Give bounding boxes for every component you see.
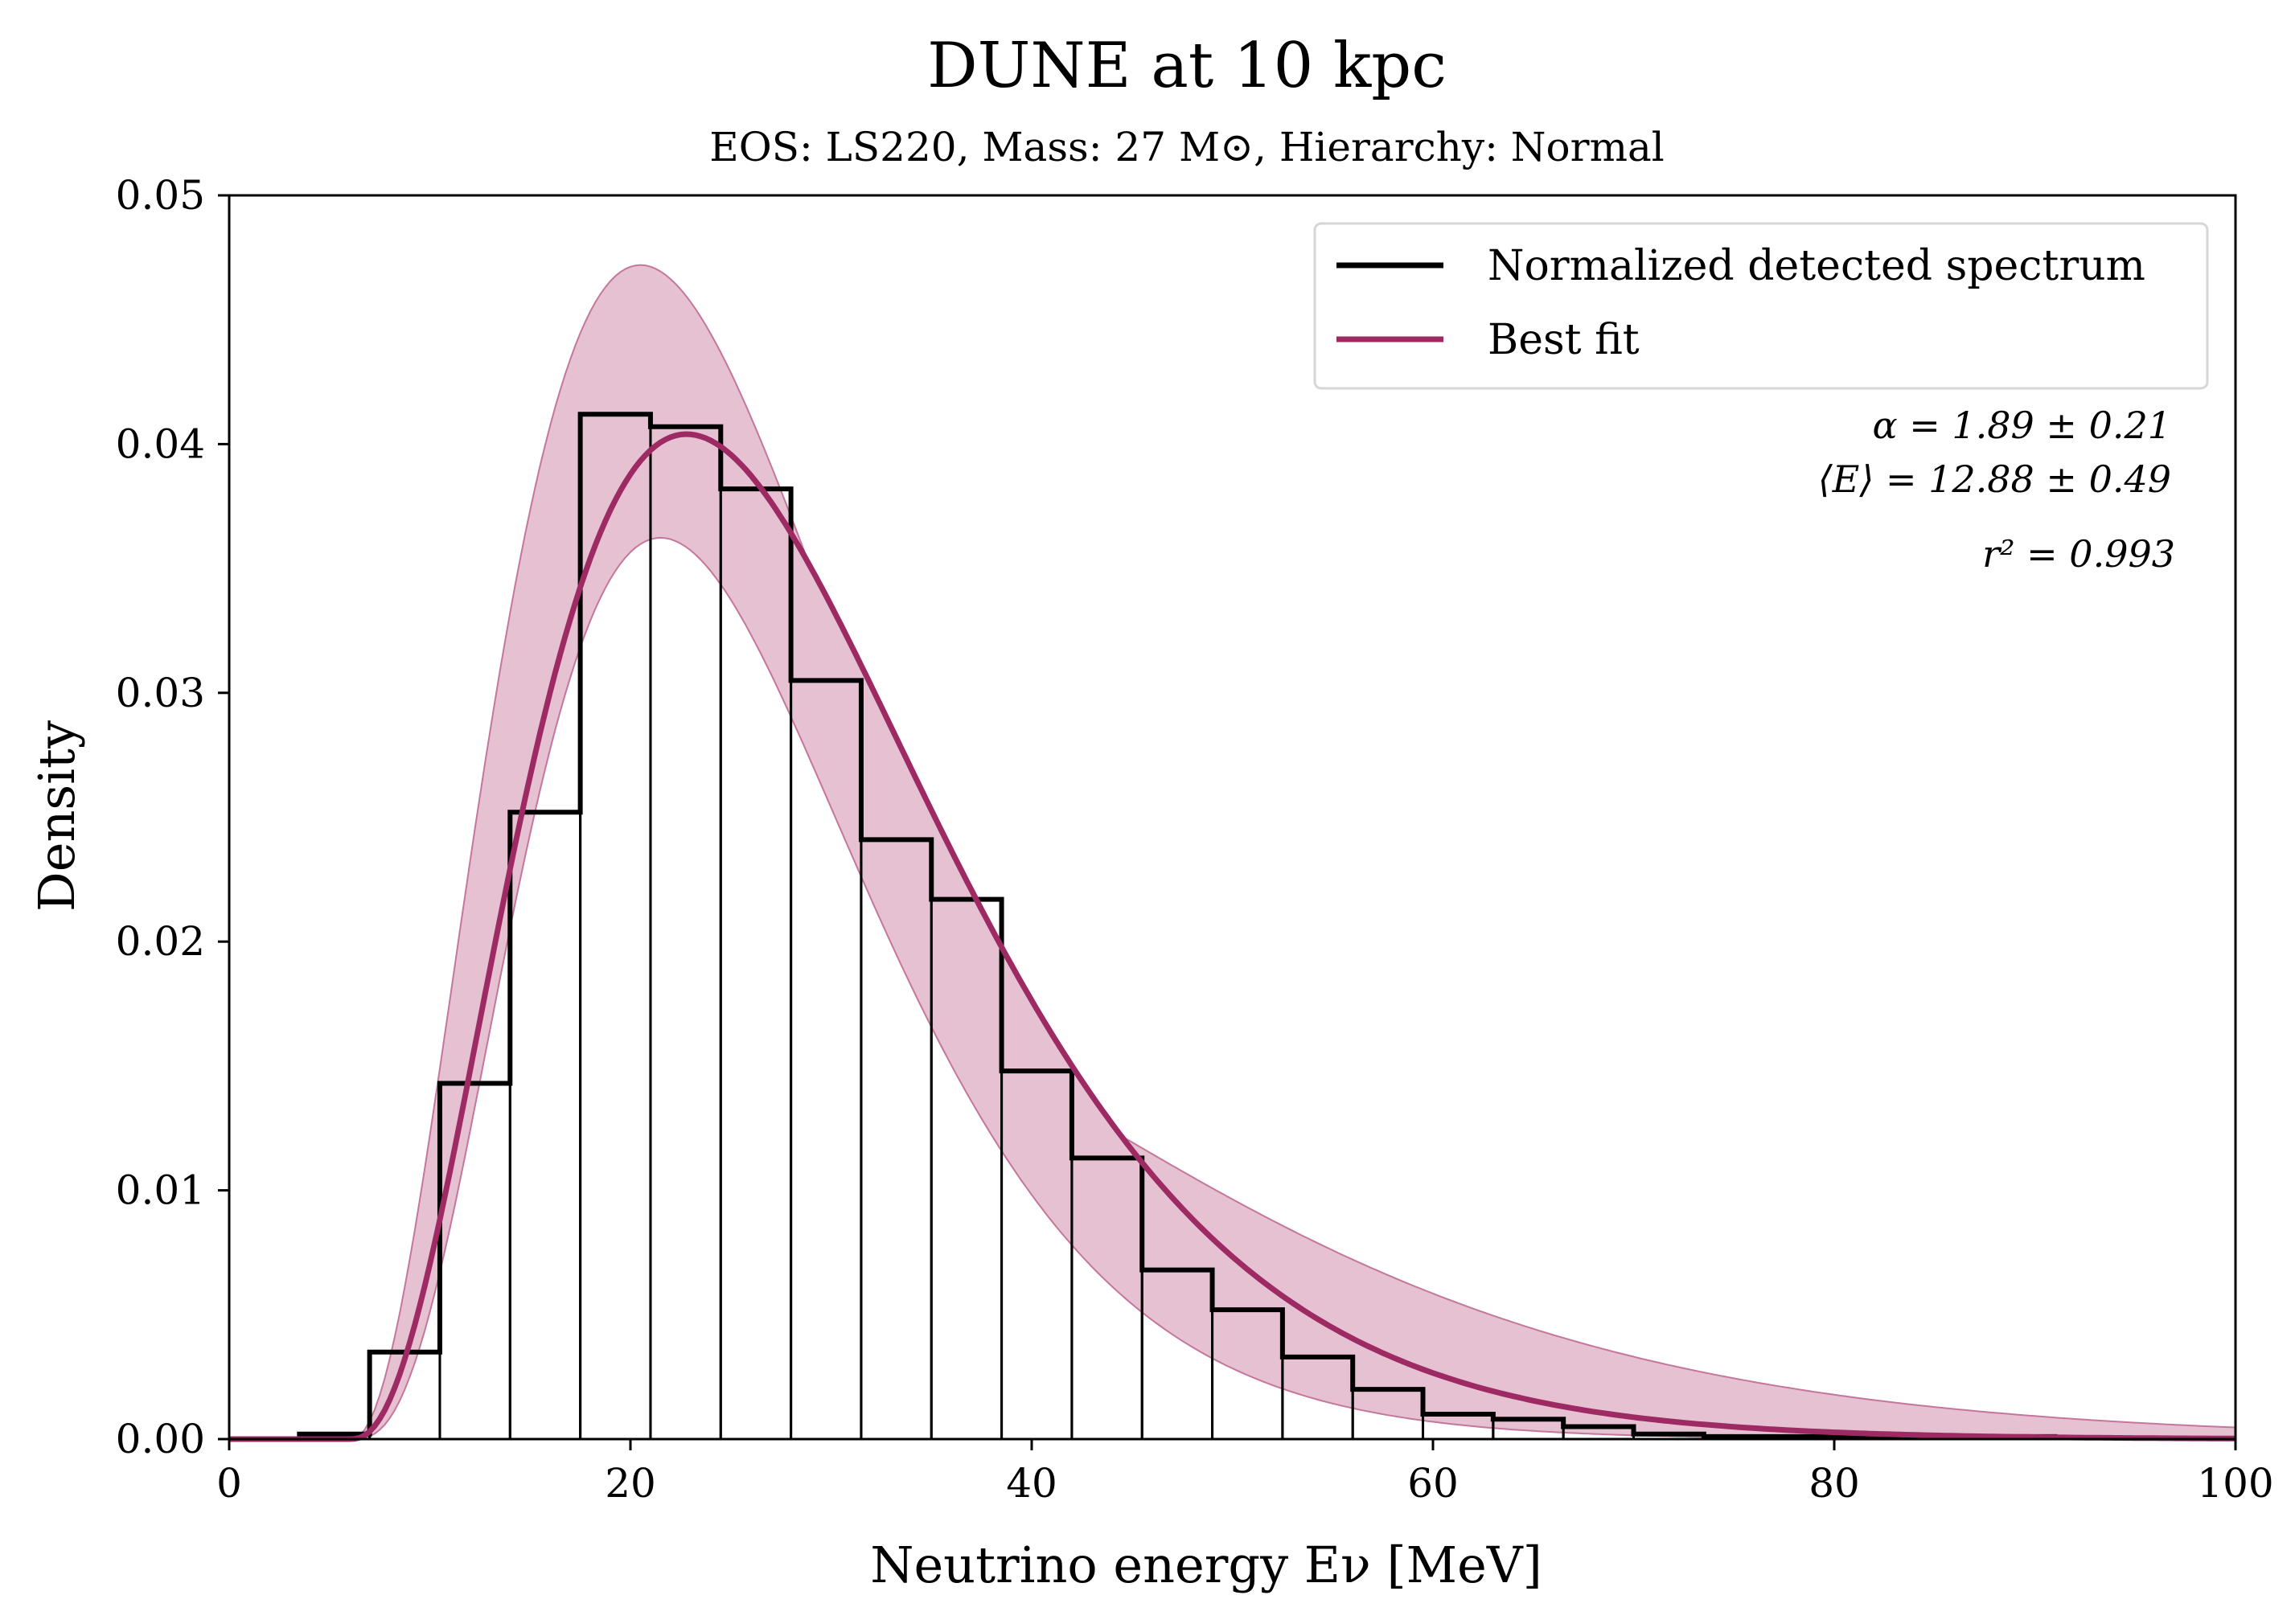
- y-tick-label: 0.04: [116, 420, 205, 467]
- y-tick-label: 0.02: [116, 918, 205, 965]
- y-tick-label: 0.01: [116, 1167, 205, 1214]
- y-tick-label: 0.03: [116, 670, 205, 716]
- spectrum-step-line: [297, 412, 2058, 1439]
- x-tick-label: 80: [1808, 1460, 1860, 1507]
- legend-box: [1313, 222, 2209, 390]
- chart-title: DUNE at 10 kpc: [927, 30, 1447, 102]
- x-axis-ticks: 0 20 40 60 80 100: [216, 1439, 2274, 1507]
- y-tick-label: 0.05: [116, 172, 205, 219]
- legend: Normalized detected spectrum Best fit: [1313, 222, 2209, 390]
- x-tick-label: 100: [2197, 1460, 2273, 1507]
- x-tick-label: 60: [1407, 1460, 1459, 1507]
- chart-subtitle: EOS: LS220, Mass: 27 M⊙, Hierarchy: Norm…: [709, 124, 1665, 170]
- annotation-r-squared: r² = 0.993: [1982, 532, 2175, 576]
- y-axis-ticks: 0.00 0.01 0.02 0.03 0.04 0.05: [116, 172, 229, 1462]
- best-fit-curve: [229, 431, 2235, 1442]
- plot-frame: [228, 194, 2237, 1441]
- x-tick-label: 0: [216, 1460, 242, 1507]
- legend-label-best-fit: Best fit: [1488, 316, 1640, 364]
- annotation-alpha: α = 1.89 ± 0.21: [1873, 404, 2171, 447]
- x-axis-label: Neutrino energy Eν [MeV]: [870, 1536, 1542, 1594]
- x-tick-label: 20: [605, 1460, 656, 1507]
- annotation-mean-energy: ⟨E⟩ = 12.88 ± 0.49: [1818, 457, 2171, 501]
- y-axis-label: Density: [27, 720, 86, 912]
- legend-label-spectrum: Normalized detected spectrum: [1488, 242, 2145, 290]
- y-tick-label: 0.00: [116, 1416, 205, 1462]
- x-tick-label: 40: [1006, 1460, 1057, 1507]
- best-fit-line: [229, 431, 2235, 1442]
